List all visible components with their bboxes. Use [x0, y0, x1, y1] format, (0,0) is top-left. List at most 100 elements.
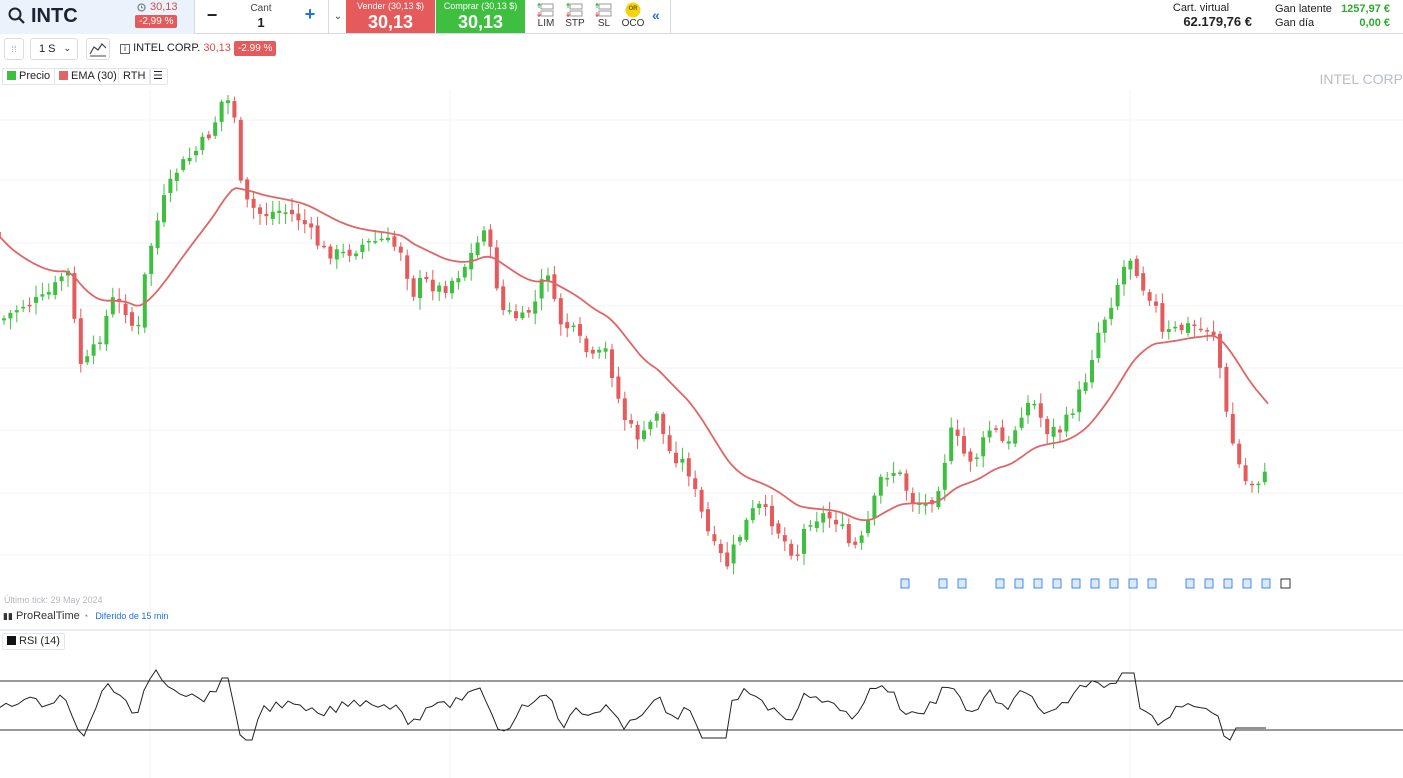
news-event-icon	[957, 578, 967, 589]
candle-body	[219, 101, 224, 122]
grid	[0, 90, 1403, 778]
candle-body	[635, 424, 640, 440]
symbol-box[interactable]: INTC 30,13 -2,99 %	[0, 0, 195, 34]
candle-body	[136, 324, 141, 327]
candle-body	[85, 356, 90, 363]
order-type-stp[interactable]: STP	[561, 1, 589, 33]
increase-qty-button[interactable]: +	[304, 4, 316, 24]
info-icon[interactable]: i	[120, 44, 130, 54]
candle-body	[565, 322, 570, 329]
chart-type-button[interactable]	[86, 38, 110, 60]
price-swatch	[7, 71, 16, 80]
rsi-swatch	[7, 636, 16, 645]
candle-body	[226, 100, 230, 104]
timeframe-select[interactable]: 1 S ⌄	[30, 38, 78, 60]
candle-body	[27, 304, 32, 307]
candle-body	[334, 249, 339, 260]
candle-body	[379, 238, 384, 241]
candle-body	[642, 430, 646, 440]
virtual-portfolio[interactable]: Cart. virtual 62.179,76 €	[1150, 2, 1252, 29]
buy-button[interactable]: Comprar (30,13 $) 30,13	[436, 0, 525, 33]
virtual-value: 62.179,76 €	[1183, 14, 1252, 29]
candle-body	[616, 376, 621, 399]
candle-body	[814, 521, 819, 529]
candle-body	[328, 246, 333, 259]
candle-body	[1160, 303, 1165, 332]
candle-body	[213, 122, 218, 136]
order-type-label: OCO	[621, 18, 645, 29]
delay-clock-icon: ◔	[82, 611, 89, 621]
day-value: 0,00 €	[1359, 17, 1390, 29]
order-type-lim[interactable]: LIM	[532, 1, 560, 33]
candle-body	[1090, 359, 1094, 383]
day-label: Gan día	[1275, 17, 1315, 29]
candle-body	[526, 310, 531, 313]
order-type-oco[interactable]: OR OCO	[619, 1, 647, 33]
search-icon[interactable]	[8, 7, 26, 25]
rsi-legend[interactable]: RSI (14)	[2, 633, 65, 650]
candle-body	[494, 247, 499, 289]
order-type-label: LIM	[537, 18, 555, 29]
news-event-icon	[1128, 578, 1138, 589]
candle-body	[424, 276, 429, 280]
candle-body	[290, 209, 294, 215]
candle-body	[405, 255, 410, 279]
candle-body	[347, 249, 352, 256]
legend-price[interactable]: Precio	[2, 68, 56, 85]
candle-body	[654, 413, 659, 421]
candle-body	[258, 207, 262, 214]
collapse-chevron-icon[interactable]: «	[652, 7, 660, 23]
sell-button[interactable]: Vender (30,13 $) 30,13	[346, 0, 435, 33]
candle-body	[418, 277, 422, 299]
candle-body	[731, 544, 736, 564]
news-event-icon	[1185, 578, 1195, 589]
candle-body	[853, 541, 858, 545]
candle-body	[264, 213, 269, 217]
candle-body	[987, 430, 992, 438]
candle-body	[546, 275, 550, 281]
candle-body	[597, 349, 602, 353]
candle-body	[1122, 266, 1126, 285]
legend-ema[interactable]: EMA (30)	[54, 68, 122, 85]
ema-line	[0, 187, 1269, 522]
candle-body	[110, 297, 115, 315]
candle-body	[34, 296, 38, 303]
legend-rth[interactable]: RTH	[118, 68, 151, 85]
candle-body	[693, 478, 698, 490]
decrease-qty-button[interactable]: −	[206, 5, 218, 25]
delay-text: Diferido de 15 min	[95, 611, 169, 621]
candle-body	[558, 298, 563, 325]
candle-body	[53, 282, 58, 295]
chart-toolbar: ⁞⁞ 1 S ⌄ i INTEL CORP. 30,13 -2.99 %	[0, 38, 400, 64]
instrument-price: 30,13	[203, 42, 231, 54]
candle-body	[802, 528, 806, 554]
candle-body	[603, 348, 608, 352]
instrument-change-badge: -2.99 %	[233, 41, 277, 56]
chevron-down-icon: ⌄	[63, 43, 71, 53]
news-event-icon	[995, 578, 1005, 589]
data-provider: ▮▮ ProRealTime ◔ Diferido de 15 min	[3, 610, 168, 622]
candle-body	[430, 279, 435, 292]
news-event-icon	[1223, 578, 1233, 589]
candle-body	[827, 512, 832, 519]
candle-body	[386, 237, 390, 241]
news-event-icon	[938, 578, 948, 589]
drag-handle-icon[interactable]: ⁞⁞	[4, 38, 24, 60]
candle-body	[974, 457, 979, 459]
order-type-sl[interactable]: SL	[590, 1, 618, 33]
candle-body	[539, 279, 544, 299]
candle-body	[398, 246, 403, 253]
qty-dropdown-chevron-icon[interactable]: ⌄	[333, 11, 343, 22]
legend-menu-button[interactable]: ☰	[150, 68, 168, 85]
candle-body	[46, 292, 51, 295]
news-event-icon	[1033, 578, 1043, 589]
qty-input[interactable]: 1	[257, 15, 265, 30]
news-event-icon	[1109, 578, 1119, 589]
instrument-info: i INTEL CORP. 30,13 -2.99 %	[120, 41, 277, 56]
candle-body	[40, 294, 45, 297]
candle-body	[1141, 273, 1146, 291]
candle-body	[680, 458, 685, 463]
candle-body	[194, 150, 198, 156]
news-event-icon	[1014, 578, 1024, 589]
